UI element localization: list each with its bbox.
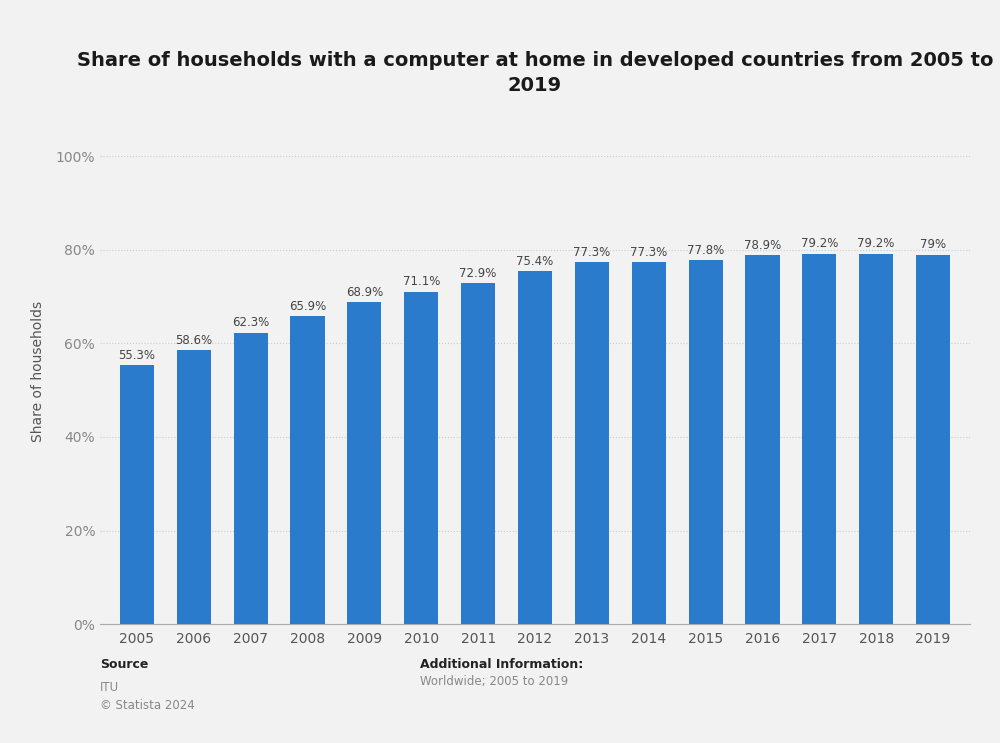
Bar	[461, 283, 495, 624]
Title: Share of households with a computer at home in developed countries from 2005 to
: Share of households with a computer at h…	[77, 51, 993, 95]
Text: 77.3%: 77.3%	[630, 246, 667, 259]
Bar	[518, 271, 552, 624]
Bar	[347, 302, 381, 624]
Bar	[745, 255, 780, 624]
Text: 79.2%: 79.2%	[857, 237, 895, 250]
Text: 78.9%: 78.9%	[744, 239, 781, 252]
Text: Worldwide; 2005 to 2019: Worldwide; 2005 to 2019	[420, 675, 568, 687]
Bar	[689, 260, 723, 624]
Text: 65.9%: 65.9%	[289, 299, 326, 313]
Bar	[177, 350, 211, 624]
Bar	[802, 253, 836, 624]
Text: 75.4%: 75.4%	[516, 255, 554, 268]
Bar	[859, 253, 893, 624]
Bar	[290, 316, 325, 624]
Text: 79.2%: 79.2%	[801, 237, 838, 250]
Text: Source: Source	[100, 658, 148, 670]
Text: ITU
© Statista 2024: ITU © Statista 2024	[100, 681, 195, 713]
Bar	[575, 262, 609, 624]
Bar	[404, 291, 438, 624]
Text: 72.9%: 72.9%	[459, 267, 497, 280]
Text: 79%: 79%	[920, 239, 946, 251]
Text: 58.6%: 58.6%	[175, 334, 212, 347]
Text: 77.3%: 77.3%	[573, 246, 610, 259]
Bar	[120, 366, 154, 624]
Bar	[234, 333, 268, 624]
Text: 77.8%: 77.8%	[687, 244, 724, 257]
Text: Additional Information:: Additional Information:	[420, 658, 583, 670]
Y-axis label: Share of households: Share of households	[31, 301, 45, 442]
Text: 55.3%: 55.3%	[118, 349, 155, 362]
Text: 68.9%: 68.9%	[346, 285, 383, 299]
Bar	[632, 262, 666, 624]
Bar	[916, 255, 950, 624]
Text: 62.3%: 62.3%	[232, 317, 269, 329]
Text: 71.1%: 71.1%	[403, 275, 440, 288]
